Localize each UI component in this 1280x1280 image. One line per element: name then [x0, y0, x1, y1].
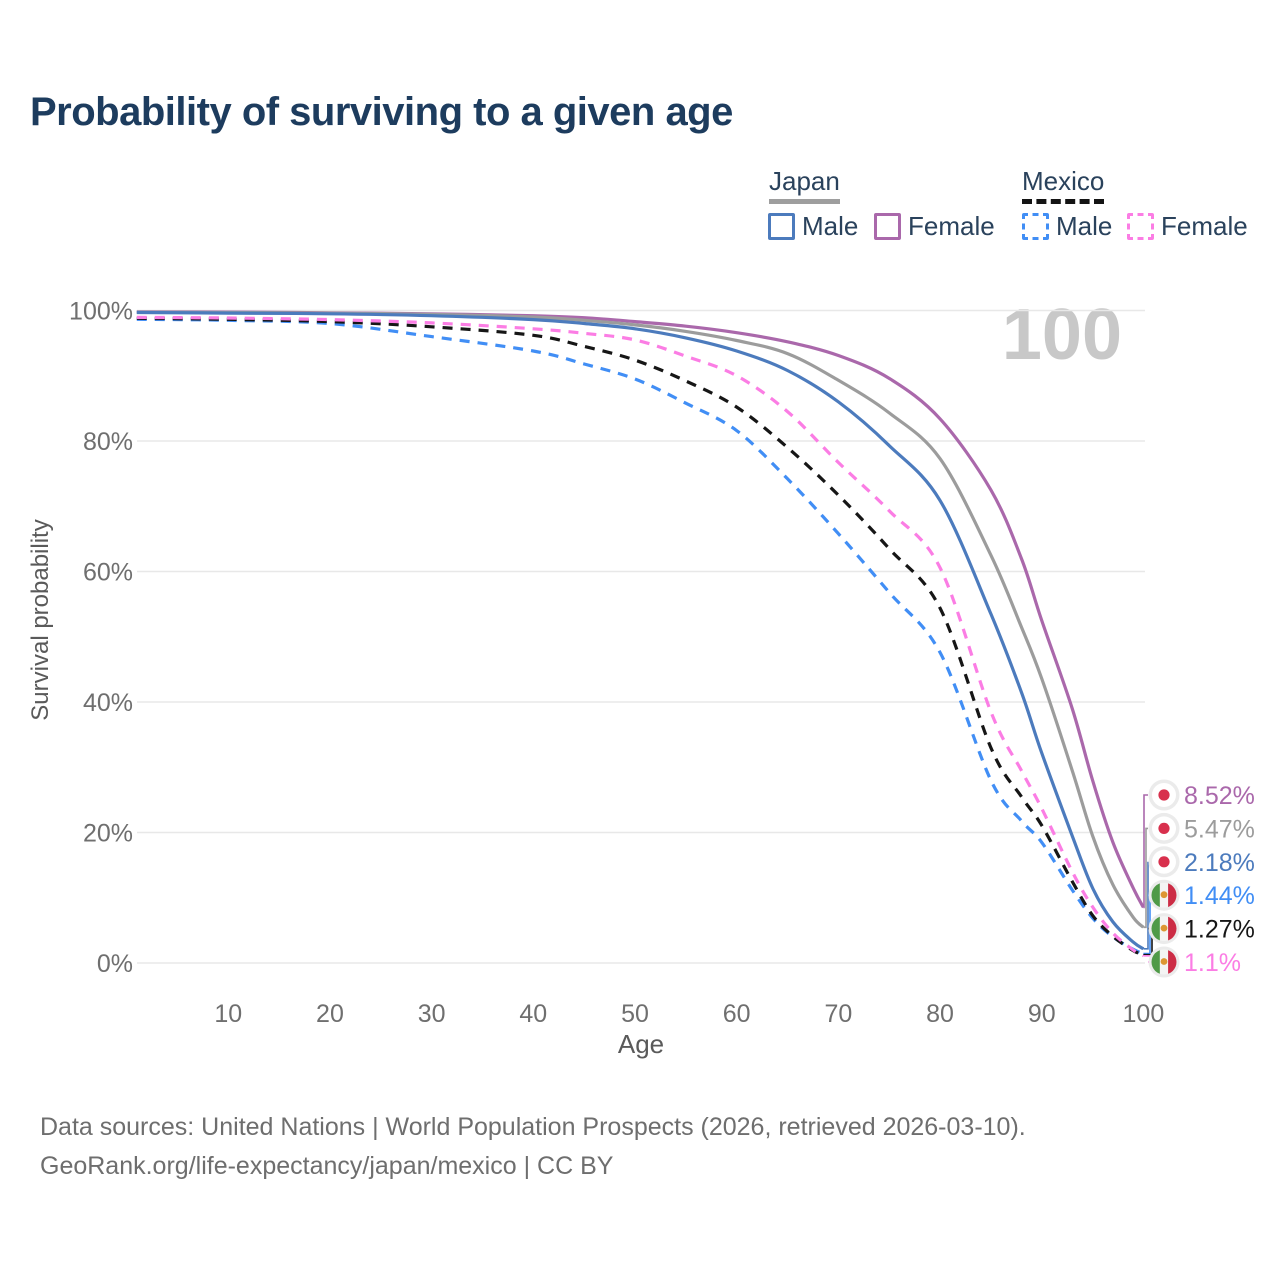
x-tick-label: 100 — [1123, 1000, 1165, 1028]
stripe-red — [1168, 882, 1177, 908]
mexico-flag-stripes — [1151, 882, 1177, 908]
y-tick-label: 80% — [83, 428, 133, 456]
end-value-label: 1.1% — [1184, 949, 1241, 977]
x-tick-label: 80 — [926, 1000, 954, 1028]
japan-flag-sun — [1158, 789, 1170, 801]
y-tick-label: 100% — [69, 298, 133, 326]
japan-male-swatch — [768, 213, 795, 240]
legend-label: Female — [1161, 211, 1248, 241]
end-label-connector — [1143, 794, 1148, 909]
stripe-green — [1151, 949, 1160, 975]
end-value-label: 1.44% — [1184, 882, 1255, 910]
end-label-connector — [1143, 827, 1148, 929]
line-mexico-female[interactable] — [136, 315, 1145, 958]
end-value-label: 5.47% — [1184, 815, 1255, 843]
x-axis-title: Age — [618, 1029, 664, 1059]
end-value-label: 1.27% — [1184, 916, 1255, 944]
attribution-note: GeoRank.org/life-expectancy/japan/mexico… — [40, 1152, 614, 1180]
japan-flag-icon — [1148, 846, 1180, 878]
x-tick-label: 30 — [418, 1000, 446, 1028]
mexico-flag-stripes — [1151, 916, 1177, 942]
mexico-flag-stripes — [1151, 949, 1177, 975]
y-axis-title: Survival probability — [27, 519, 54, 720]
stripe-red — [1168, 949, 1177, 975]
data-sources-note: Data sources: United Nations | World Pop… — [40, 1113, 1026, 1141]
legend-item-mexico-female[interactable]: Female — [1127, 211, 1248, 242]
footer: Data sources: United Nations | World Pop… — [40, 1108, 1026, 1186]
japan-flag-sun — [1158, 822, 1170, 835]
legend-item-japan-female[interactable]: Female — [874, 211, 995, 242]
mexico-flag-emblem — [1160, 924, 1168, 932]
mexico-male-swatch — [1022, 213, 1049, 240]
japan-female-swatch — [874, 213, 901, 240]
y-tick-label: 0% — [97, 950, 133, 978]
line-mexico-male[interactable] — [136, 317, 1145, 956]
legend-item-japan-male[interactable]: Male — [768, 211, 858, 242]
line-japan-female[interactable] — [136, 310, 1145, 909]
line-mexico-both[interactable] — [136, 316, 1145, 957]
mexico-flag-icon — [1148, 946, 1180, 978]
mexico-flag-icon — [1148, 913, 1180, 945]
legend-label: Male — [802, 211, 859, 241]
japan-flag-icon — [1148, 812, 1180, 844]
japan-flag-sun — [1158, 856, 1170, 868]
y-tick-label: 40% — [83, 689, 133, 717]
x-tick-label: 10 — [214, 1000, 242, 1028]
end-value-label: 8.52% — [1184, 782, 1255, 810]
x-tick-label: 70 — [824, 1000, 852, 1028]
legend-group-mexico[interactable]: Mexico — [1022, 166, 1105, 204]
x-tick-label: 20 — [316, 1000, 344, 1028]
x-tick-label: 50 — [621, 1000, 649, 1028]
mexico-female-swatch — [1127, 213, 1154, 240]
stripe-red — [1168, 916, 1177, 942]
japan-flag-icon — [1148, 779, 1180, 811]
stripe-green — [1151, 916, 1160, 942]
x-tick-label: 90 — [1028, 1000, 1056, 1028]
line-japan-male[interactable] — [136, 310, 1145, 951]
y-tick-label: 20% — [83, 820, 133, 848]
mexico-flag-emblem — [1160, 891, 1168, 899]
legend-label: Female — [908, 211, 995, 241]
stripe-green — [1151, 882, 1160, 908]
legend-group-japan[interactable]: Japan — [769, 166, 840, 204]
x-tick-label: 40 — [519, 1000, 547, 1028]
end-label-connector — [1143, 861, 1149, 950]
x-tick-label: 60 — [723, 1000, 751, 1028]
legend-item-mexico-male[interactable]: Male — [1022, 211, 1112, 242]
legend-label: Male — [1056, 211, 1113, 241]
mexico-flag-icon — [1148, 879, 1180, 911]
end-value-label: 2.18% — [1184, 849, 1255, 877]
mexico-flag-emblem — [1160, 958, 1168, 965]
y-tick-label: 60% — [83, 559, 133, 587]
page-title: Probability of surviving to a given age — [30, 90, 733, 134]
